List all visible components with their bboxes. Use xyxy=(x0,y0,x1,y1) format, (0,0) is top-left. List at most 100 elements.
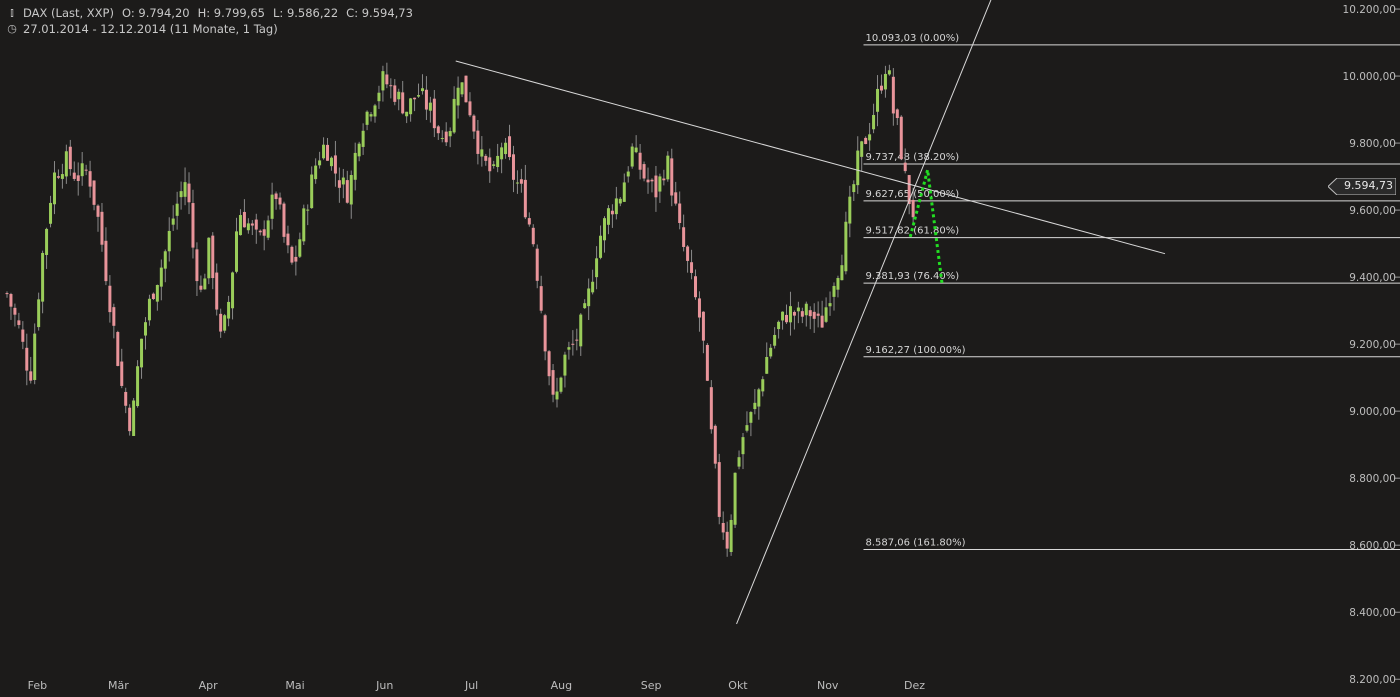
candle xyxy=(365,110,369,131)
candle xyxy=(215,263,219,316)
candle xyxy=(270,182,274,230)
candle xyxy=(523,164,527,220)
candle xyxy=(583,299,587,309)
candle xyxy=(266,215,270,241)
candle xyxy=(504,137,508,159)
y-tick-label: 10.000,00 xyxy=(1343,71,1396,83)
candle xyxy=(227,295,231,327)
candle xyxy=(844,211,848,275)
time-axis[interactable]: Feb Mär Apr Mai Jun Jul Aug Sep Okt Nov Dez xyxy=(28,679,926,692)
y-tick-label: 8.200,00 xyxy=(1349,674,1396,686)
candle xyxy=(41,250,45,314)
support-trendline xyxy=(736,0,992,625)
fib-level-label: 9.737,48 (38.20%) xyxy=(866,152,960,163)
candle xyxy=(262,220,266,251)
candle xyxy=(531,224,535,247)
y-tick-label: 10.200,00 xyxy=(1343,4,1396,16)
fibonacci-levels: 10.093,03 (0.00%) 9.737,48 (38.20%) 9.627,… xyxy=(863,33,1400,551)
candle xyxy=(13,303,17,327)
candle xyxy=(302,204,306,246)
price-axis[interactable]: 8.200,00 8.400,00 8.600,00 8.800,00 9.000,00… xyxy=(1343,4,1400,686)
candle xyxy=(733,472,737,528)
candle xyxy=(852,180,856,202)
month-label: Mai xyxy=(285,679,304,692)
candle xyxy=(333,140,337,187)
candle xyxy=(231,271,235,320)
candle xyxy=(282,201,286,243)
candle xyxy=(112,303,116,339)
candle xyxy=(52,161,56,215)
low-label: L: xyxy=(273,6,284,20)
candle xyxy=(618,197,622,207)
candle xyxy=(832,282,836,311)
candle xyxy=(781,311,785,330)
y-tick-label: 9.000,00 xyxy=(1349,406,1396,418)
candle xyxy=(84,164,88,176)
fib-level-label: 9.162,27 (100.00%) xyxy=(866,345,966,356)
candle xyxy=(361,123,365,155)
candle xyxy=(318,151,322,169)
candle xyxy=(424,76,428,120)
candle xyxy=(543,313,547,361)
candle xyxy=(417,83,421,98)
candle xyxy=(33,323,37,385)
month-label: Dez xyxy=(904,679,925,692)
candle xyxy=(614,186,618,220)
candle xyxy=(587,278,591,321)
candle xyxy=(278,192,282,210)
candle xyxy=(250,220,254,236)
candle xyxy=(25,333,29,386)
candle xyxy=(349,170,353,219)
candle xyxy=(195,242,199,296)
candle xyxy=(539,275,543,314)
candle xyxy=(223,313,227,334)
candle xyxy=(56,169,60,180)
candle xyxy=(777,320,781,339)
month-label: Okt xyxy=(728,679,748,692)
candle xyxy=(357,141,361,162)
candle xyxy=(124,387,128,414)
candle xyxy=(472,114,476,139)
y-tick-label: 8.800,00 xyxy=(1349,473,1396,485)
candle xyxy=(876,75,880,127)
y-tick-label: 9.600,00 xyxy=(1349,205,1396,217)
candle xyxy=(235,217,239,274)
candle xyxy=(856,136,860,194)
candle xyxy=(678,191,682,230)
candle xyxy=(329,156,333,171)
candle xyxy=(563,351,567,388)
candle xyxy=(812,303,816,333)
candle xyxy=(721,511,725,540)
month-label: Mär xyxy=(108,679,129,692)
candle xyxy=(492,160,496,169)
open-value: 9.794,20 xyxy=(138,6,190,20)
candle xyxy=(903,148,907,174)
candle xyxy=(848,185,852,238)
date-range: 27.01.2014 - 12.12.2014 (11 Monate, 1 Ta… xyxy=(23,22,278,36)
candle xyxy=(891,68,895,126)
candle xyxy=(840,254,844,281)
candle xyxy=(143,317,147,350)
candle xyxy=(547,350,551,386)
candle xyxy=(353,142,357,191)
candle xyxy=(761,376,765,397)
candle xyxy=(535,244,539,289)
candle xyxy=(907,174,911,215)
candle xyxy=(729,514,733,556)
month-label: Apr xyxy=(199,679,219,692)
fib-level-label: 10.093,03 (0.00%) xyxy=(866,33,960,44)
candle xyxy=(9,292,13,320)
chart-header: ⫾ DAX (Last, XXP) O: 9.794,20 H: 9.799,6… xyxy=(6,5,413,37)
candle xyxy=(286,225,290,254)
candle xyxy=(294,245,298,276)
candle xyxy=(183,167,187,206)
candle xyxy=(219,308,223,338)
candle xyxy=(634,135,638,154)
candle xyxy=(595,246,599,290)
candle xyxy=(753,389,757,415)
candle xyxy=(373,103,377,123)
candle xyxy=(385,62,389,89)
y-tick-label: 8.600,00 xyxy=(1349,540,1396,552)
month-label: Feb xyxy=(28,679,47,692)
